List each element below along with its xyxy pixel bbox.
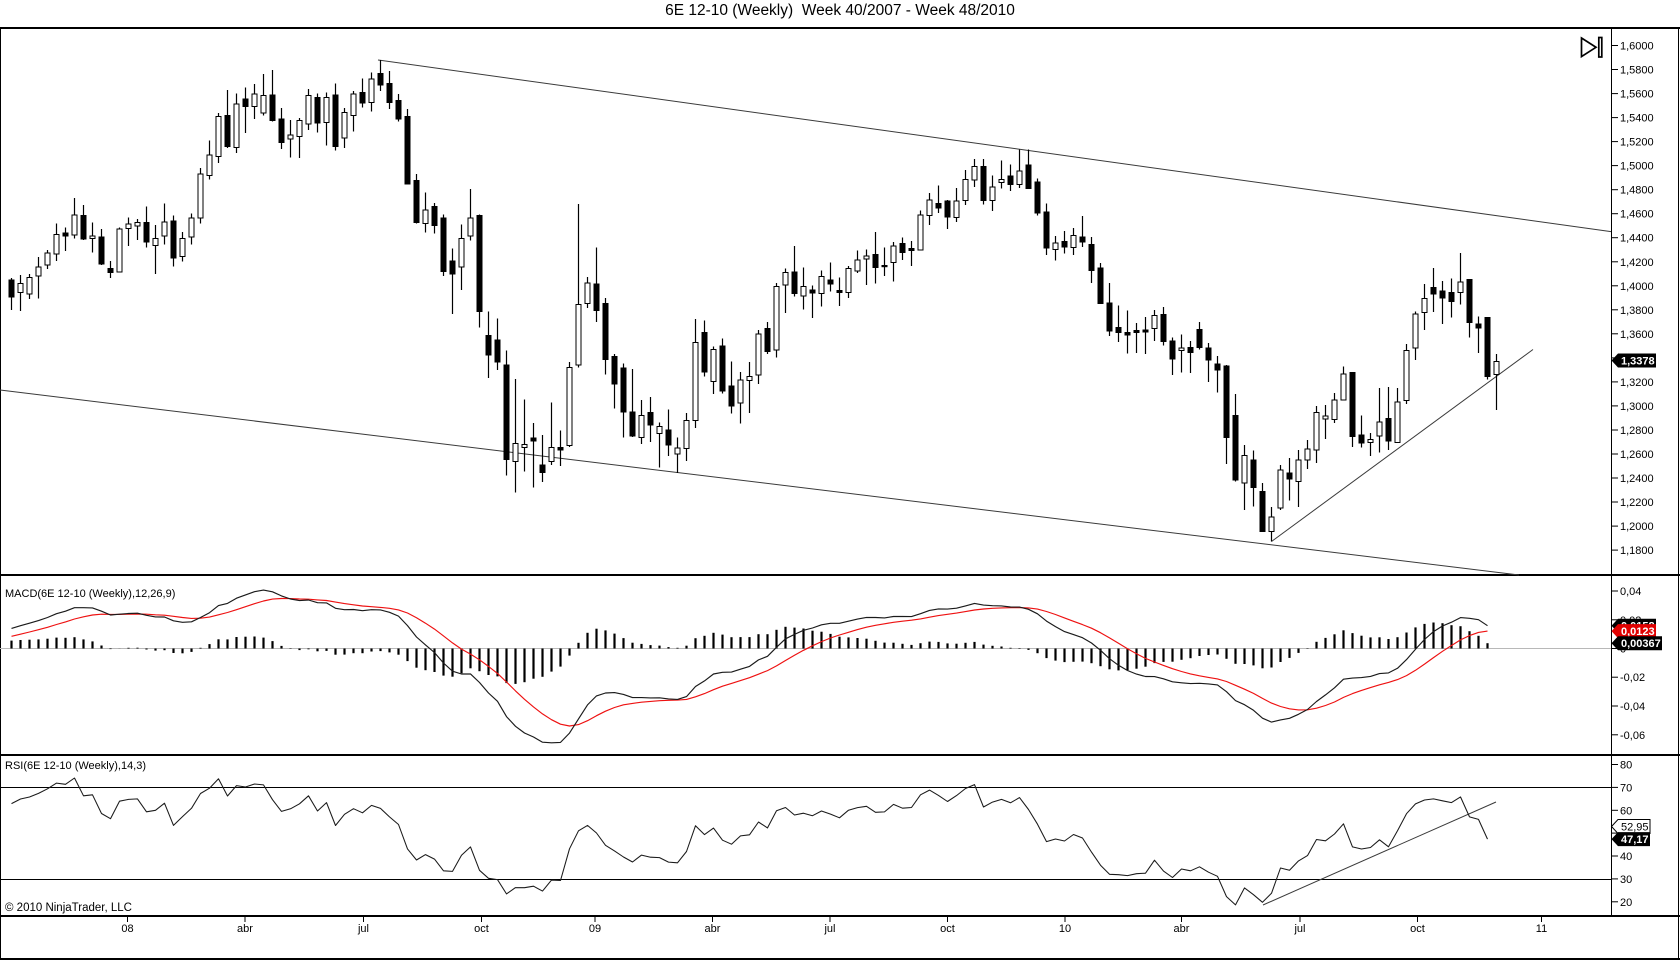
- svg-text:08: 08: [121, 923, 133, 935]
- svg-text:RSI(6E 12-10 (Weekly),14,3): RSI(6E 12-10 (Weekly),14,3): [5, 760, 146, 772]
- svg-text:30: 30: [1620, 874, 1632, 886]
- svg-text:1,4400: 1,4400: [1620, 233, 1654, 245]
- svg-text:1,6000: 1,6000: [1620, 41, 1654, 53]
- svg-text:1,3600: 1,3600: [1620, 329, 1654, 341]
- svg-text:1,5000: 1,5000: [1620, 161, 1654, 173]
- svg-text:1,4800: 1,4800: [1620, 185, 1654, 197]
- svg-text:1,3800: 1,3800: [1620, 305, 1654, 317]
- svg-text:1,4600: 1,4600: [1620, 209, 1654, 221]
- svg-text:oct: oct: [474, 923, 489, 935]
- svg-text:0,00367: 0,00367: [1621, 638, 1661, 650]
- svg-text:47,17: 47,17: [1621, 834, 1649, 846]
- svg-text:52,95: 52,95: [1621, 822, 1649, 834]
- svg-text:1,2000: 1,2000: [1620, 521, 1654, 533]
- svg-text:oct: oct: [1410, 923, 1425, 935]
- svg-text:abr: abr: [705, 923, 721, 935]
- svg-text:1,2600: 1,2600: [1620, 449, 1654, 461]
- svg-text:1,5800: 1,5800: [1620, 65, 1654, 77]
- svg-text:80: 80: [1620, 760, 1632, 772]
- svg-text:MACD(6E 12-10 (Weekly),12,26,9: MACD(6E 12-10 (Weekly),12,26,9): [5, 588, 175, 600]
- svg-text:1,3200: 1,3200: [1620, 377, 1654, 389]
- svg-text:1,5600: 1,5600: [1620, 89, 1654, 101]
- svg-text:0,04: 0,04: [1620, 586, 1641, 598]
- svg-text:1,1800: 1,1800: [1620, 545, 1654, 557]
- svg-text:oct: oct: [940, 923, 955, 935]
- svg-text:09: 09: [589, 923, 601, 935]
- svg-text:jul: jul: [1293, 923, 1305, 935]
- svg-text:10: 10: [1059, 923, 1071, 935]
- svg-text:© 2010 NinjaTrader, LLC: © 2010 NinjaTrader, LLC: [5, 902, 132, 914]
- svg-text:1,3378: 1,3378: [1621, 356, 1655, 368]
- svg-text:1,2200: 1,2200: [1620, 497, 1654, 509]
- svg-text:-0,02: -0,02: [1620, 672, 1645, 684]
- svg-text:11: 11: [1536, 923, 1547, 935]
- svg-text:60: 60: [1620, 805, 1632, 817]
- svg-text:1,2800: 1,2800: [1620, 425, 1654, 437]
- svg-text:abr: abr: [237, 923, 253, 935]
- svg-text:1,5400: 1,5400: [1620, 113, 1654, 125]
- svg-text:1,2400: 1,2400: [1620, 473, 1654, 485]
- svg-text:jul: jul: [823, 923, 835, 935]
- svg-text:jul: jul: [357, 923, 369, 935]
- svg-text:-0,04: -0,04: [1620, 701, 1645, 713]
- svg-text:20: 20: [1620, 897, 1632, 909]
- svg-text:abr: abr: [1174, 923, 1190, 935]
- svg-text:70: 70: [1620, 782, 1632, 794]
- svg-text:0,0123: 0,0123: [1621, 626, 1655, 638]
- svg-text:1,4000: 1,4000: [1620, 281, 1654, 293]
- svg-text:1,5200: 1,5200: [1620, 137, 1654, 149]
- svg-text:40: 40: [1620, 851, 1632, 863]
- svg-text:1,3000: 1,3000: [1620, 401, 1654, 413]
- svg-text:-0,06: -0,06: [1620, 730, 1645, 742]
- svg-text:1,4200: 1,4200: [1620, 257, 1654, 269]
